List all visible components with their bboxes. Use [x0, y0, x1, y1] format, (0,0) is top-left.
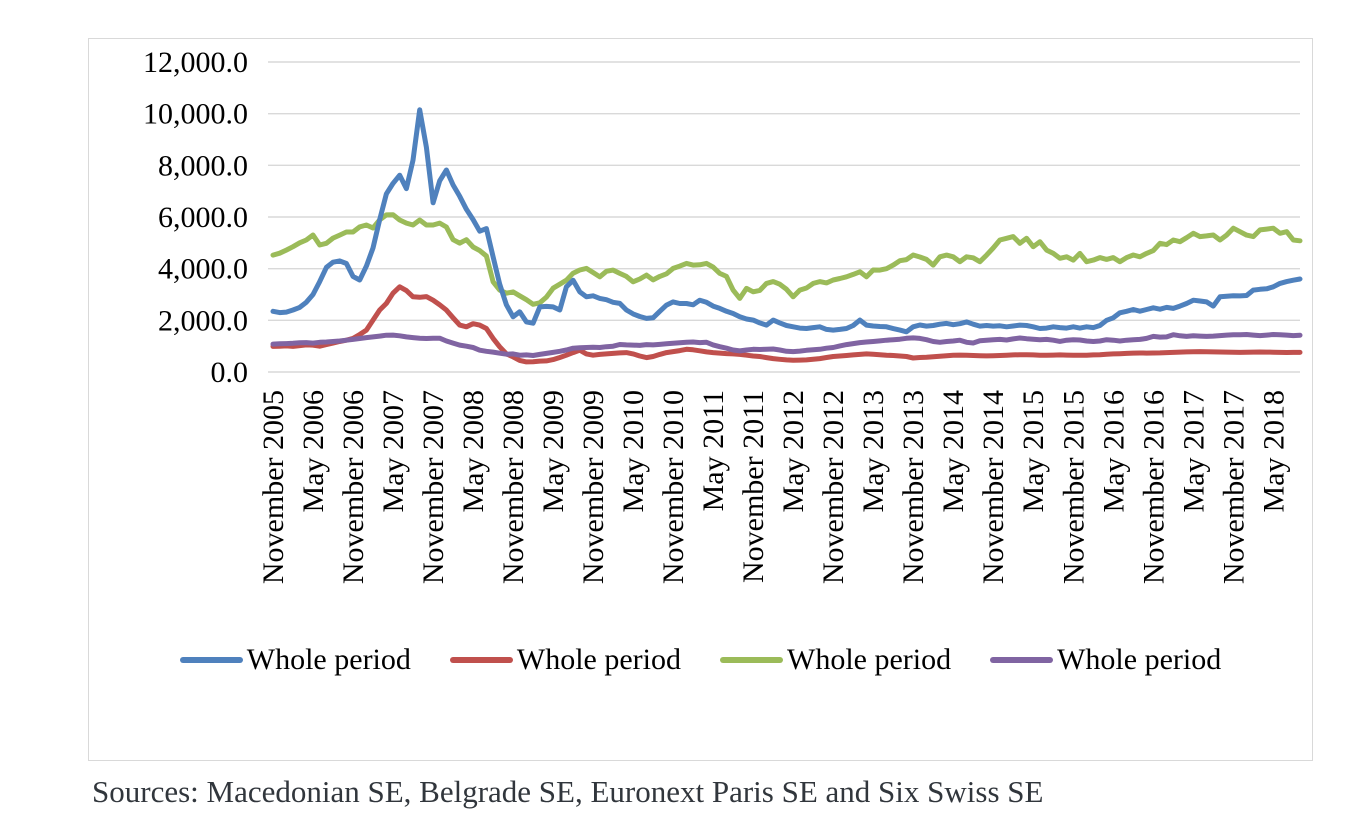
x-axis-tick-label: May 2014 — [937, 390, 970, 513]
x-axis-tick-label: November 2015 — [1057, 390, 1090, 584]
legend-item-red: Whole period — [449, 643, 681, 676]
x-axis-tick-label: November 2007 — [417, 390, 450, 584]
x-axis-tick-label: November 2014 — [977, 390, 1010, 584]
legend-item-blue: Whole period — [179, 643, 411, 676]
legend-item-green: Whole period — [720, 645, 951, 675]
x-axis-tick-label: May 2007 — [377, 390, 410, 513]
y-axis-tick-label: 2,000.0 — [158, 304, 248, 337]
x-axis-tick-label: November 2008 — [497, 390, 530, 584]
x-axis-tick-label: November 2006 — [337, 390, 370, 584]
legend-swatch-blue-line — [179, 657, 243, 663]
x-axis-tick-label: November 2016 — [1137, 390, 1170, 584]
y-axis-tick-label: 10,000.0 — [143, 98, 248, 131]
x-axis-tick-label: May 2006 — [297, 390, 330, 513]
x-axis-tick-label: May 2012 — [777, 390, 810, 513]
y-axis-tick-label: 0.0 — [211, 356, 249, 389]
chart-frame — [88, 38, 1313, 761]
series-line-red — [270, 284, 1303, 365]
x-axis-tick-label: May 2017 — [1177, 390, 1210, 513]
y-axis-tick-label: 12,000.0 — [143, 46, 248, 79]
legend-swatch-purple-line — [990, 657, 1054, 663]
x-axis-tick-label: May 2011 — [697, 390, 730, 511]
x-axis-tick-label: May 2008 — [457, 390, 490, 513]
legend-label: Whole period — [787, 643, 952, 676]
x-axis-tick-label: November 2011 — [737, 390, 770, 583]
x-axis-tick-label: November 2012 — [817, 390, 850, 584]
legend-label: Whole period — [516, 643, 681, 676]
series-line-purple — [270, 332, 1303, 358]
y-axis-tick-label: 8,000.0 — [158, 149, 248, 182]
y-axis-tick-label: 4,000.0 — [158, 253, 248, 286]
x-axis-tick-label: November 2017 — [1217, 390, 1250, 584]
series-line-green — [270, 212, 1303, 307]
y-axis-tick-label: 6,000.0 — [158, 201, 248, 234]
x-axis-tick-label: May 2009 — [537, 390, 570, 513]
x-axis-tick-label: November 2005 — [257, 390, 290, 584]
legend-swatch-green-line — [720, 657, 783, 663]
x-axis-tick-label: May 2010 — [617, 390, 650, 513]
legend-swatch-red-line — [449, 657, 513, 663]
legend-label: Whole period — [246, 643, 411, 676]
chart-legend: Whole period Whole period Whole period Whol… — [88, 645, 1313, 675]
legend-label: Whole period — [1057, 643, 1222, 676]
x-axis-tick-label: May 2018 — [1257, 390, 1290, 513]
x-axis-tick-label: May 2015 — [1017, 390, 1050, 513]
x-axis-tick-label: May 2016 — [1097, 390, 1130, 513]
x-axis-tick-label: May 2013 — [857, 390, 890, 513]
series-line-blue — [270, 107, 1303, 335]
x-axis-tick-label: November 2009 — [577, 390, 610, 584]
x-axis-tick-label: November 2013 — [897, 390, 930, 584]
sources-note: Sources: Macedonian SE, Belgrade SE, Eur… — [92, 774, 1044, 809]
legend-item-purple: Whole period — [990, 645, 1221, 675]
x-axis-tick-label: November 2010 — [657, 390, 690, 584]
